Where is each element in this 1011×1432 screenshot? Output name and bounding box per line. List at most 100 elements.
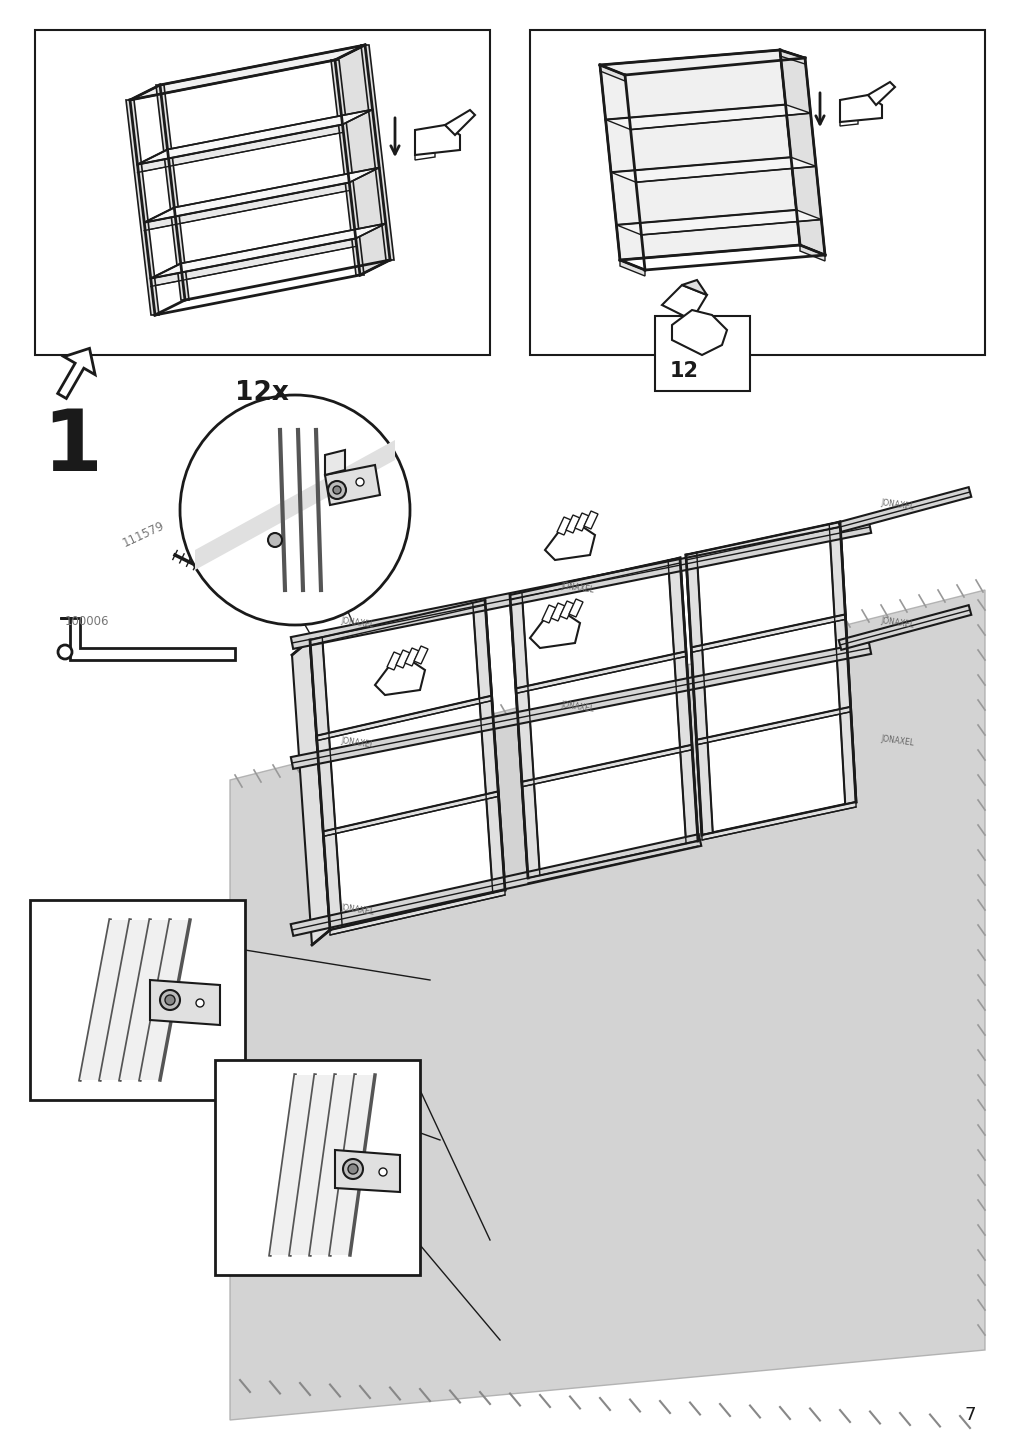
Polygon shape	[445, 110, 474, 135]
Polygon shape	[330, 891, 504, 935]
Text: JONAXEL: JONAXEL	[559, 700, 593, 715]
Text: JONAXEL: JONAXEL	[340, 904, 374, 916]
Polygon shape	[691, 614, 844, 653]
Polygon shape	[556, 517, 570, 536]
Polygon shape	[151, 223, 385, 278]
Polygon shape	[335, 44, 389, 275]
Polygon shape	[510, 593, 539, 878]
Polygon shape	[510, 558, 698, 878]
Circle shape	[356, 478, 364, 485]
Polygon shape	[126, 100, 159, 315]
Polygon shape	[309, 600, 484, 644]
Polygon shape	[779, 50, 804, 64]
Polygon shape	[661, 285, 707, 319]
Polygon shape	[839, 117, 857, 126]
Text: 111579: 111579	[120, 520, 166, 550]
Polygon shape	[361, 44, 393, 261]
Polygon shape	[415, 149, 435, 160]
Polygon shape	[292, 640, 330, 945]
Polygon shape	[839, 95, 882, 122]
Polygon shape	[616, 211, 821, 235]
Circle shape	[348, 1164, 358, 1174]
Bar	[214, 1060, 420, 1274]
Polygon shape	[685, 523, 839, 560]
Polygon shape	[415, 135, 435, 146]
Text: 12x: 12x	[235, 379, 288, 407]
Circle shape	[58, 644, 72, 659]
Text: 12: 12	[669, 361, 699, 381]
Polygon shape	[120, 919, 170, 1080]
Polygon shape	[335, 1150, 399, 1191]
Polygon shape	[325, 465, 379, 505]
Polygon shape	[568, 599, 582, 617]
Polygon shape	[839, 112, 857, 120]
Text: JONAXEL: JONAXEL	[880, 498, 913, 513]
Circle shape	[333, 485, 341, 494]
Polygon shape	[530, 613, 579, 649]
Polygon shape	[290, 521, 870, 649]
Polygon shape	[828, 523, 855, 805]
Polygon shape	[620, 261, 644, 276]
Polygon shape	[325, 450, 345, 475]
Polygon shape	[472, 600, 504, 892]
Text: 7: 7	[963, 1406, 975, 1423]
Polygon shape	[404, 649, 419, 666]
Circle shape	[328, 481, 346, 498]
Polygon shape	[229, 590, 984, 1421]
Polygon shape	[696, 707, 849, 745]
Polygon shape	[545, 526, 594, 560]
Polygon shape	[150, 979, 219, 1025]
Polygon shape	[137, 125, 342, 172]
Polygon shape	[779, 50, 824, 255]
Bar	[35, 30, 489, 355]
Circle shape	[343, 1158, 363, 1179]
Polygon shape	[838, 606, 971, 650]
Circle shape	[165, 995, 175, 1005]
Polygon shape	[330, 1075, 375, 1254]
Polygon shape	[671, 309, 726, 355]
Polygon shape	[290, 835, 701, 937]
Polygon shape	[145, 182, 349, 231]
Polygon shape	[522, 745, 692, 786]
Polygon shape	[375, 660, 425, 695]
Polygon shape	[395, 650, 409, 667]
Polygon shape	[309, 637, 342, 929]
Circle shape	[196, 1000, 204, 1007]
Circle shape	[160, 990, 180, 1010]
Polygon shape	[60, 619, 235, 660]
Polygon shape	[574, 513, 588, 531]
Polygon shape	[290, 1075, 335, 1254]
Polygon shape	[600, 64, 625, 82]
Polygon shape	[309, 1075, 355, 1254]
Polygon shape	[565, 516, 579, 533]
Polygon shape	[667, 558, 698, 843]
Bar	[30, 899, 245, 1100]
Polygon shape	[685, 553, 712, 835]
Polygon shape	[583, 511, 598, 528]
Polygon shape	[800, 245, 824, 261]
Polygon shape	[145, 168, 379, 222]
Polygon shape	[415, 125, 460, 155]
Polygon shape	[510, 558, 679, 600]
Polygon shape	[386, 652, 400, 670]
Polygon shape	[516, 652, 685, 693]
Polygon shape	[600, 50, 800, 261]
Polygon shape	[838, 487, 971, 531]
Bar	[530, 30, 984, 355]
Polygon shape	[415, 142, 435, 153]
Polygon shape	[528, 841, 698, 884]
Circle shape	[268, 533, 282, 547]
Polygon shape	[129, 44, 365, 100]
Text: JONAXEL: JONAXEL	[340, 616, 374, 630]
Polygon shape	[140, 919, 190, 1080]
Text: JONAXEL: JONAXEL	[880, 735, 913, 748]
Text: JONAXEL: JONAXEL	[559, 581, 593, 596]
Polygon shape	[316, 696, 491, 740]
Polygon shape	[270, 1075, 314, 1254]
Polygon shape	[156, 84, 189, 299]
Bar	[654, 316, 749, 391]
Polygon shape	[151, 239, 356, 286]
Polygon shape	[331, 60, 364, 275]
Polygon shape	[80, 919, 129, 1080]
Circle shape	[180, 395, 409, 624]
